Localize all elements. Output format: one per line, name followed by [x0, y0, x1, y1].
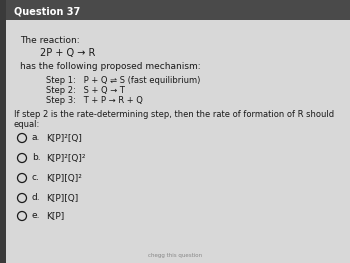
Text: has the following proposed mechanism:: has the following proposed mechanism: [20, 62, 201, 71]
Text: b.: b. [32, 154, 41, 163]
Text: 2P + Q → R: 2P + Q → R [40, 48, 95, 58]
Text: The reaction:: The reaction: [20, 36, 80, 45]
Text: Question 37: Question 37 [14, 7, 80, 17]
Text: e.: e. [32, 211, 41, 220]
Text: If step 2 is the rate-determining step, then the rate of formation of R should e: If step 2 is the rate-determining step, … [14, 110, 334, 129]
Text: chegg this question: chegg this question [148, 254, 202, 259]
Text: K[P]²[Q]²: K[P]²[Q]² [46, 154, 85, 163]
Text: K[P]: K[P] [46, 211, 64, 220]
Bar [0, 0, 6, 263]
Text: K[P][Q]: K[P][Q] [46, 194, 78, 203]
Text: d.: d. [32, 194, 41, 203]
Text: K[P][Q]²: K[P][Q]² [46, 174, 82, 183]
Text: c.: c. [32, 174, 40, 183]
Text: Step 2:   S + Q → T: Step 2: S + Q → T [46, 86, 125, 95]
Bar [6, 0, 350, 20]
Text: Step 3:   T + P → R + Q: Step 3: T + P → R + Q [46, 96, 143, 105]
Text: a.: a. [32, 134, 40, 143]
Text: Step 1:   P + Q ⇌ S (fast equilibrium): Step 1: P + Q ⇌ S (fast equilibrium) [46, 76, 200, 85]
Text: K[P]²[Q]: K[P]²[Q] [46, 134, 82, 143]
